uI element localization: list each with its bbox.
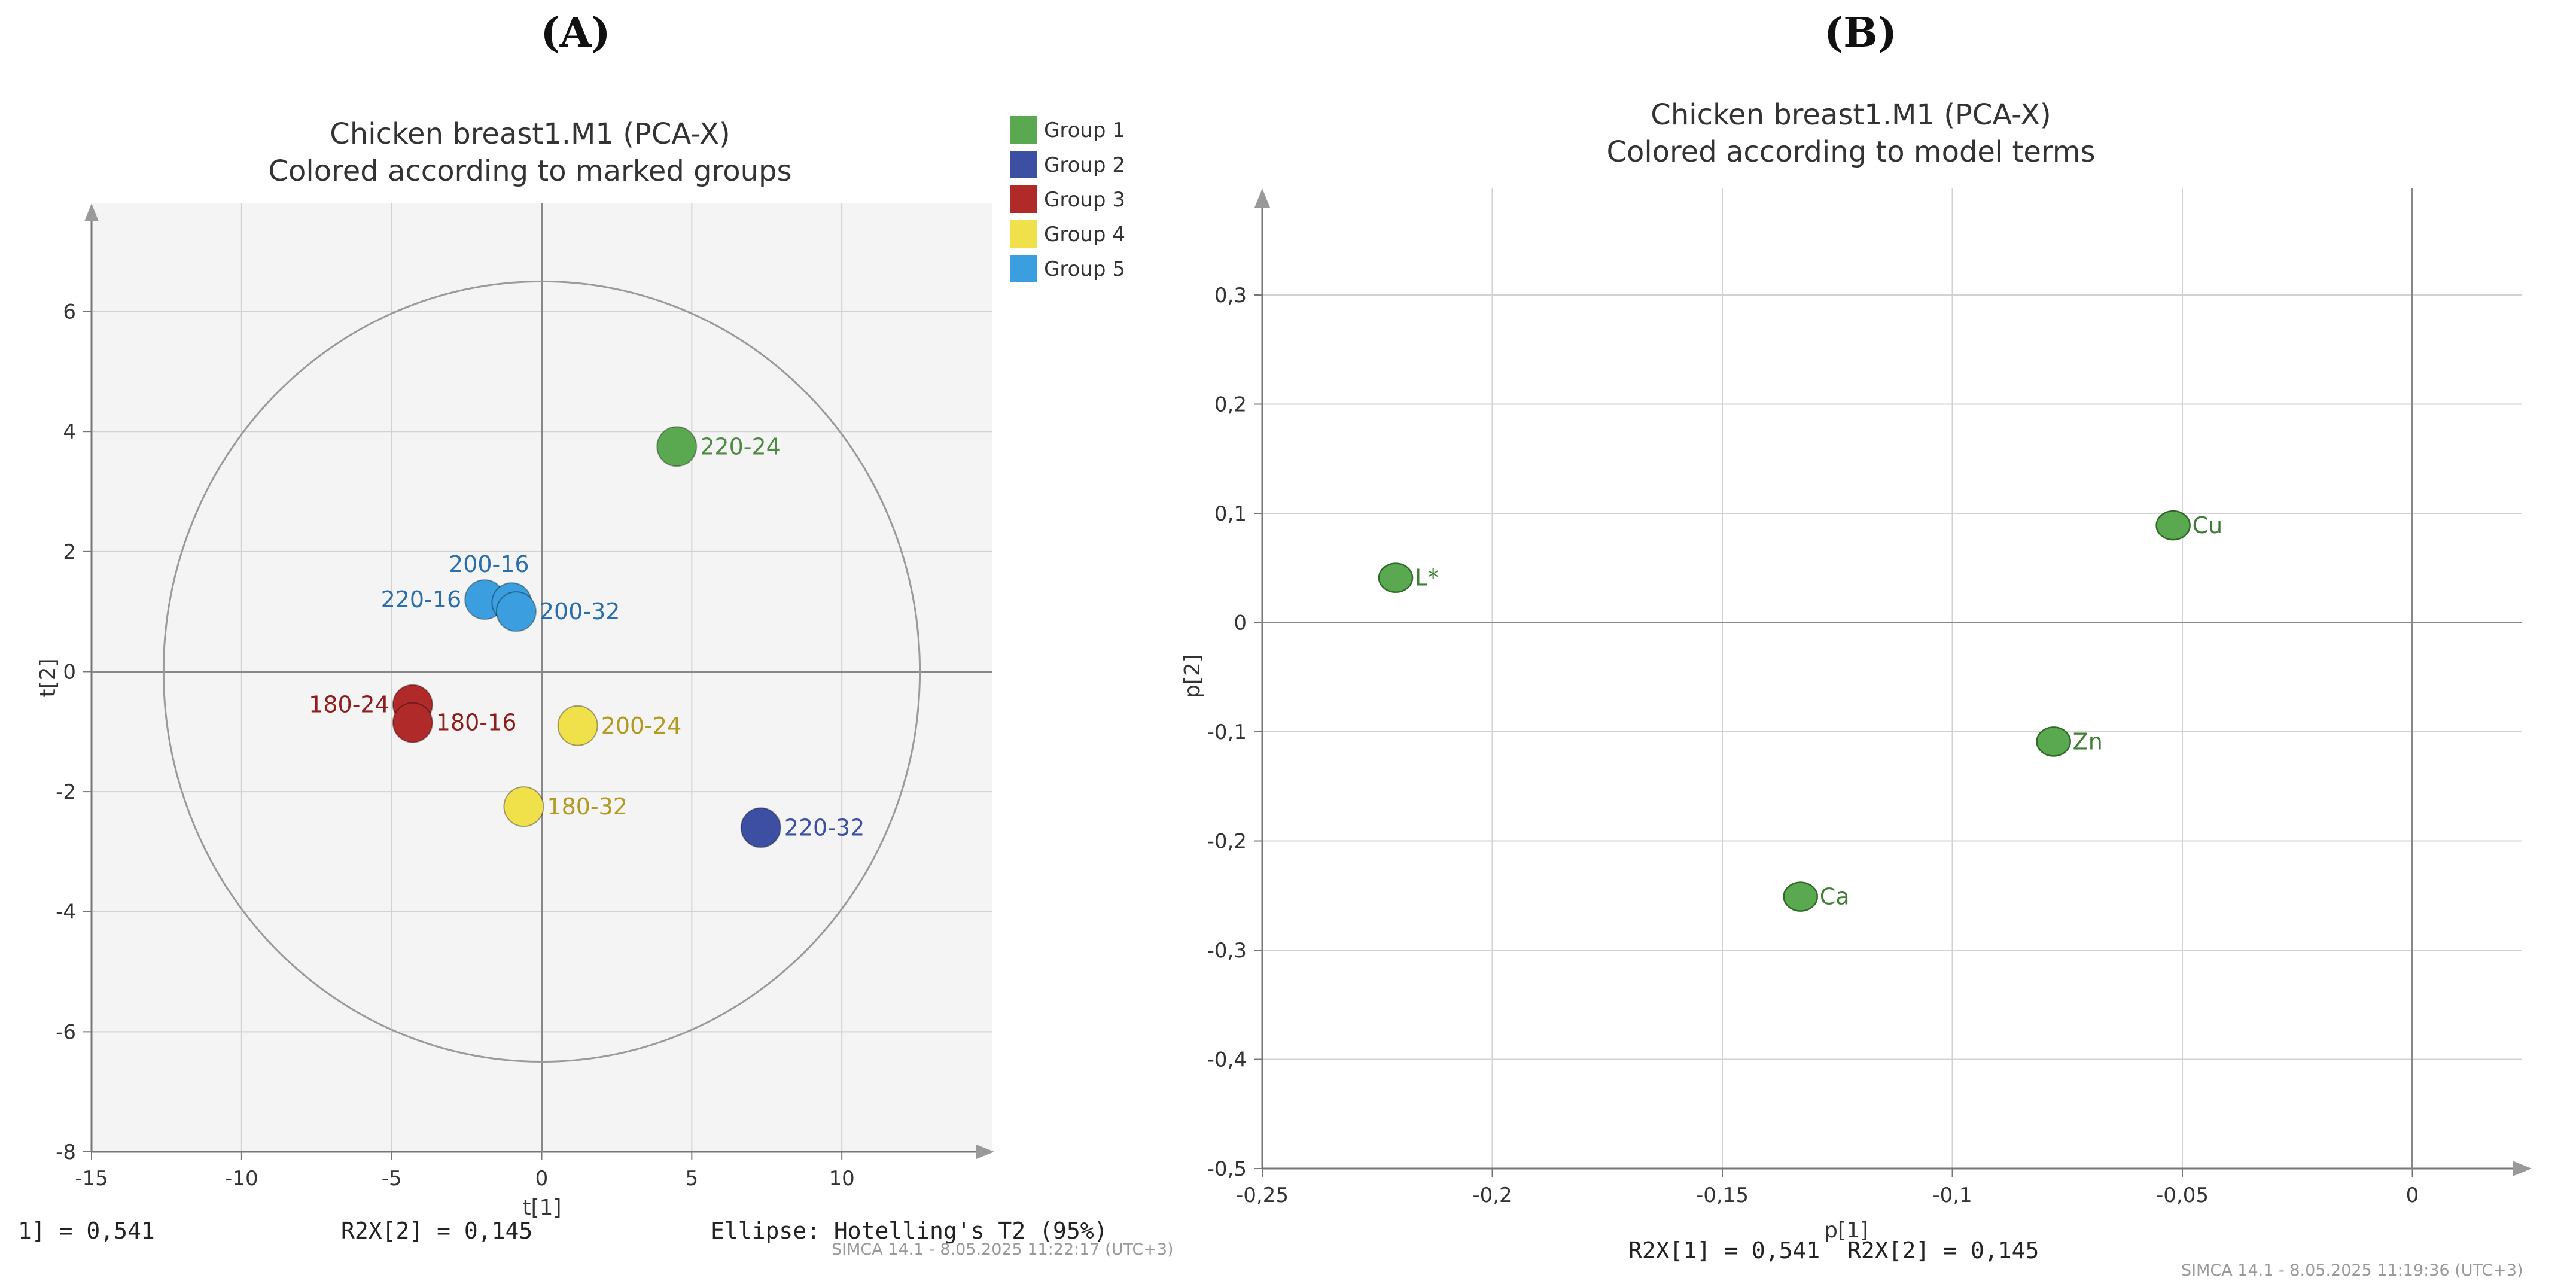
chart-b-x-ticks: -0,25-0,2-0,15-0,1-0,0500,050,10,150,20,… — [1236, 1169, 2419, 1207]
legend-label: Group 5 — [1044, 257, 1125, 281]
y-tick-label: -2 — [56, 780, 76, 804]
score-point-label: 180-32 — [547, 793, 628, 820]
x-tick-label: -0,25 — [1236, 1183, 1289, 1207]
x-tick-label: 5 — [686, 1167, 699, 1191]
chart-a-r2x2: R2X[2] = 0,145 — [341, 1218, 532, 1244]
score-point-label: 220-16 — [381, 586, 462, 613]
chart-a-scores-plot: -15 -10 -5 0 5 10 -8 -6 -4 -2 0 2 4 6 220-24 220-32 18… — [18, 116, 1174, 1259]
x-tick-label: -15 — [75, 1167, 108, 1191]
chart-a-x-axis-arrow — [976, 1145, 994, 1159]
score-point-label: 180-16 — [436, 710, 517, 736]
chart-b-zero-lines — [1262, 188, 2522, 1169]
chart-a-title: Chicken breast1.M1 (PCA-X) — [330, 117, 730, 151]
chart-a-x-label: t[1] — [522, 1195, 561, 1220]
score-point-label: 200-32 — [540, 598, 620, 625]
x-tick-label: -5 — [382, 1167, 402, 1191]
y-tick-label: 4 — [63, 420, 76, 444]
loading-point — [2155, 510, 2191, 541]
legend-swatch — [1010, 220, 1037, 248]
chart-a-legend: Group 1 Group 2 Group 3 Group 4 Group 5 — [1010, 116, 1125, 282]
loading-point-label: Cu — [2193, 512, 2223, 538]
loading-point-label: L* — [1415, 565, 1439, 591]
x-tick-label: 0 — [2406, 1183, 2419, 1207]
chart-a-points: 220-24 220-32 180-24 180-16 200-24 180-32 220-… — [309, 426, 865, 848]
score-point — [392, 702, 433, 743]
score-point-label: 200-24 — [601, 713, 682, 739]
loading-point — [1783, 881, 1818, 912]
loading-point — [1378, 562, 1414, 593]
y-tick-label: -0,3 — [1207, 939, 1247, 963]
chart-b-grid — [1262, 188, 2522, 1169]
y-tick-label: 2 — [63, 540, 76, 564]
score-point-label: 220-32 — [784, 814, 865, 841]
score-point — [557, 705, 598, 746]
score-point-label: 200-16 — [449, 551, 529, 577]
legend-label: Group 1 — [1044, 118, 1125, 142]
y-tick-label: 0,2 — [1214, 393, 1247, 417]
chart-b-r2x: R2X[1] = 0,541 R2X[2] = 0,145 — [1628, 1237, 2039, 1264]
chart-b-x-label: p[1] — [1824, 1218, 1868, 1243]
loading-point-label: Zn — [2073, 728, 2103, 754]
y-tick-label: -0,2 — [1207, 830, 1247, 854]
chart-a-y-ticks: -8 -6 -4 -2 0 2 4 6 — [56, 300, 92, 1164]
chart-b-y-label: p[2] — [1180, 654, 1205, 698]
chart-b-x-axis-arrow — [2513, 1161, 2532, 1176]
chart-b-points: HistidineCysteineKb*MethionineNaGlycineT… — [1378, 510, 2223, 912]
legend-swatch — [1010, 151, 1037, 178]
score-point — [740, 807, 781, 848]
score-point — [495, 591, 537, 632]
y-tick-label: 0 — [63, 660, 76, 684]
legend-swatch — [1010, 185, 1037, 213]
chart-a-zero-lines — [92, 203, 992, 1152]
chart-b-y-axis-arrow — [1254, 188, 1270, 208]
panel-b-label: (B) — [1824, 9, 1897, 57]
x-tick-label: -10 — [225, 1167, 258, 1191]
y-tick-label: -0,4 — [1207, 1048, 1247, 1072]
chart-a-axes — [84, 203, 994, 1159]
chart-a-x-ticks: -15 -10 -5 0 5 10 — [75, 1152, 855, 1191]
chart-b-y-ticks: -0,5 -0,4 -0,3 -0,2 -0,1 0 0,1 0,2 0,3 — [1207, 284, 1262, 1181]
chart-a-hotelling-ellipse — [162, 280, 921, 1063]
y-tick-label: -6 — [56, 1020, 76, 1044]
y-tick-label: -4 — [56, 900, 76, 924]
score-point-label: 180-24 — [309, 692, 389, 718]
x-tick-label: 10 — [829, 1167, 855, 1191]
legend-label: Group 4 — [1044, 223, 1125, 247]
chart-a-r2x1: 1] = 0,541 — [18, 1218, 155, 1244]
score-point — [503, 786, 544, 827]
legend-swatch — [1010, 116, 1037, 144]
chart-b-timestamp: SIMCA 14.1 - 8.05.2025 11:19:36 (UTC+3) — [2181, 1261, 2523, 1280]
y-tick-label: -0,1 — [1207, 720, 1247, 744]
chart-a-y-label: t[2] — [36, 658, 60, 697]
score-point-label: 220-24 — [700, 433, 781, 460]
chart-a-subtitle: Colored according to marked groups — [268, 154, 791, 188]
y-tick-label: 0 — [1234, 611, 1247, 635]
chart-a-ellipse-note: Ellipse: Hotelling's T2 (95%) — [711, 1218, 1107, 1244]
x-tick-label: -0,2 — [1472, 1183, 1512, 1207]
score-point — [656, 426, 698, 467]
loading-point-label: Ca — [1820, 884, 1850, 910]
chart-b-subtitle: Colored according to model terms — [1606, 135, 2095, 169]
legend-label: Group 3 — [1044, 188, 1125, 212]
chart-b-axes — [1254, 188, 2532, 1176]
y-tick-label: 0,1 — [1214, 502, 1247, 526]
x-tick-label: -0,05 — [2156, 1183, 2209, 1207]
legend-label: Group 2 — [1044, 153, 1125, 177]
y-tick-label: -8 — [56, 1140, 76, 1164]
x-tick-label: 0 — [535, 1167, 549, 1191]
panel-a-label: (A) — [540, 9, 610, 57]
loading-point — [2036, 726, 2071, 757]
y-tick-label: 0,3 — [1214, 284, 1247, 308]
chart-b-title: Chicken breast1.M1 (PCA-X) — [1651, 98, 2051, 132]
chart-a-y-axis-arrow — [84, 203, 99, 221]
x-tick-label: -0,1 — [1932, 1183, 1972, 1207]
legend-swatch — [1010, 255, 1037, 282]
chart-b-loadings-plot: -0,25-0,2-0,15-0,1-0,0500,050,10,150,20,… — [1180, 98, 2532, 1280]
chart-a-timestamp: SIMCA 14.1 - 8.05.2025 11:22:17 (UTC+3) — [832, 1240, 1174, 1259]
y-tick-label: -0,5 — [1207, 1157, 1247, 1181]
y-tick-label: 6 — [63, 300, 76, 324]
x-tick-label: -0,15 — [1696, 1183, 1749, 1207]
